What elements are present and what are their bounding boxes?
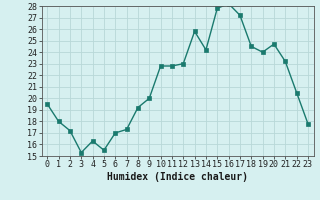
X-axis label: Humidex (Indice chaleur): Humidex (Indice chaleur) [107,172,248,182]
